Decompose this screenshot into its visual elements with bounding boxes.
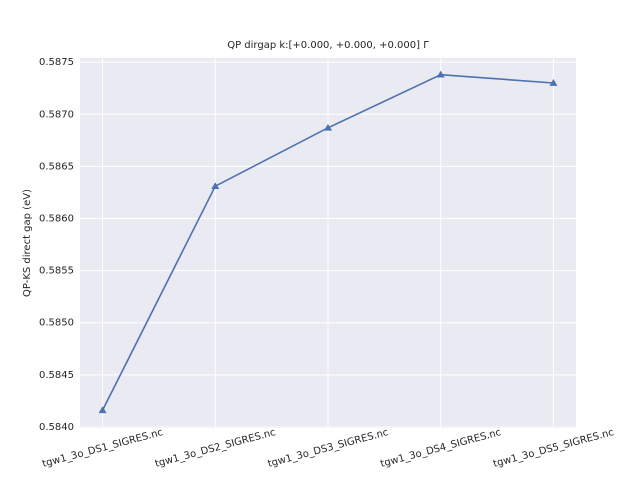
y-tick-label: 0.5870 xyxy=(39,109,74,120)
y-tick-label: 0.5860 xyxy=(39,214,74,225)
y-tick-label: 0.5875 xyxy=(39,57,74,68)
y-tick-label: 0.5845 xyxy=(39,370,74,381)
marker xyxy=(211,182,220,189)
marker xyxy=(324,123,332,131)
x-tick-label: tgw1_3o_DS1_SIGRES.nc xyxy=(41,427,164,470)
marker xyxy=(549,79,558,86)
marker xyxy=(98,406,107,414)
y-tick-label: 0.5850 xyxy=(39,318,74,329)
marker xyxy=(436,70,445,78)
x-tick-label: tgw1_3o_DS4_SIGRES.nc xyxy=(379,427,502,470)
y-tick-label: 0.5840 xyxy=(39,422,74,433)
x-tick-label: tgw1_3o_DS5_SIGRES.nc xyxy=(492,427,615,470)
y-tick-label: 0.5865 xyxy=(39,161,74,172)
y-tick-label: 0.5855 xyxy=(39,266,74,277)
y-axis-label: QP-KS direct gap (eV) xyxy=(22,189,33,297)
x-tick-label: tgw1_3o_DS3_SIGRES.nc xyxy=(267,427,390,470)
x-tick-label: tgw1_3o_DS2_SIGRES.nc xyxy=(154,427,277,470)
chart-title: QP dirgap k:[+0.000, +0.000, +0.000] Γ xyxy=(227,40,429,51)
